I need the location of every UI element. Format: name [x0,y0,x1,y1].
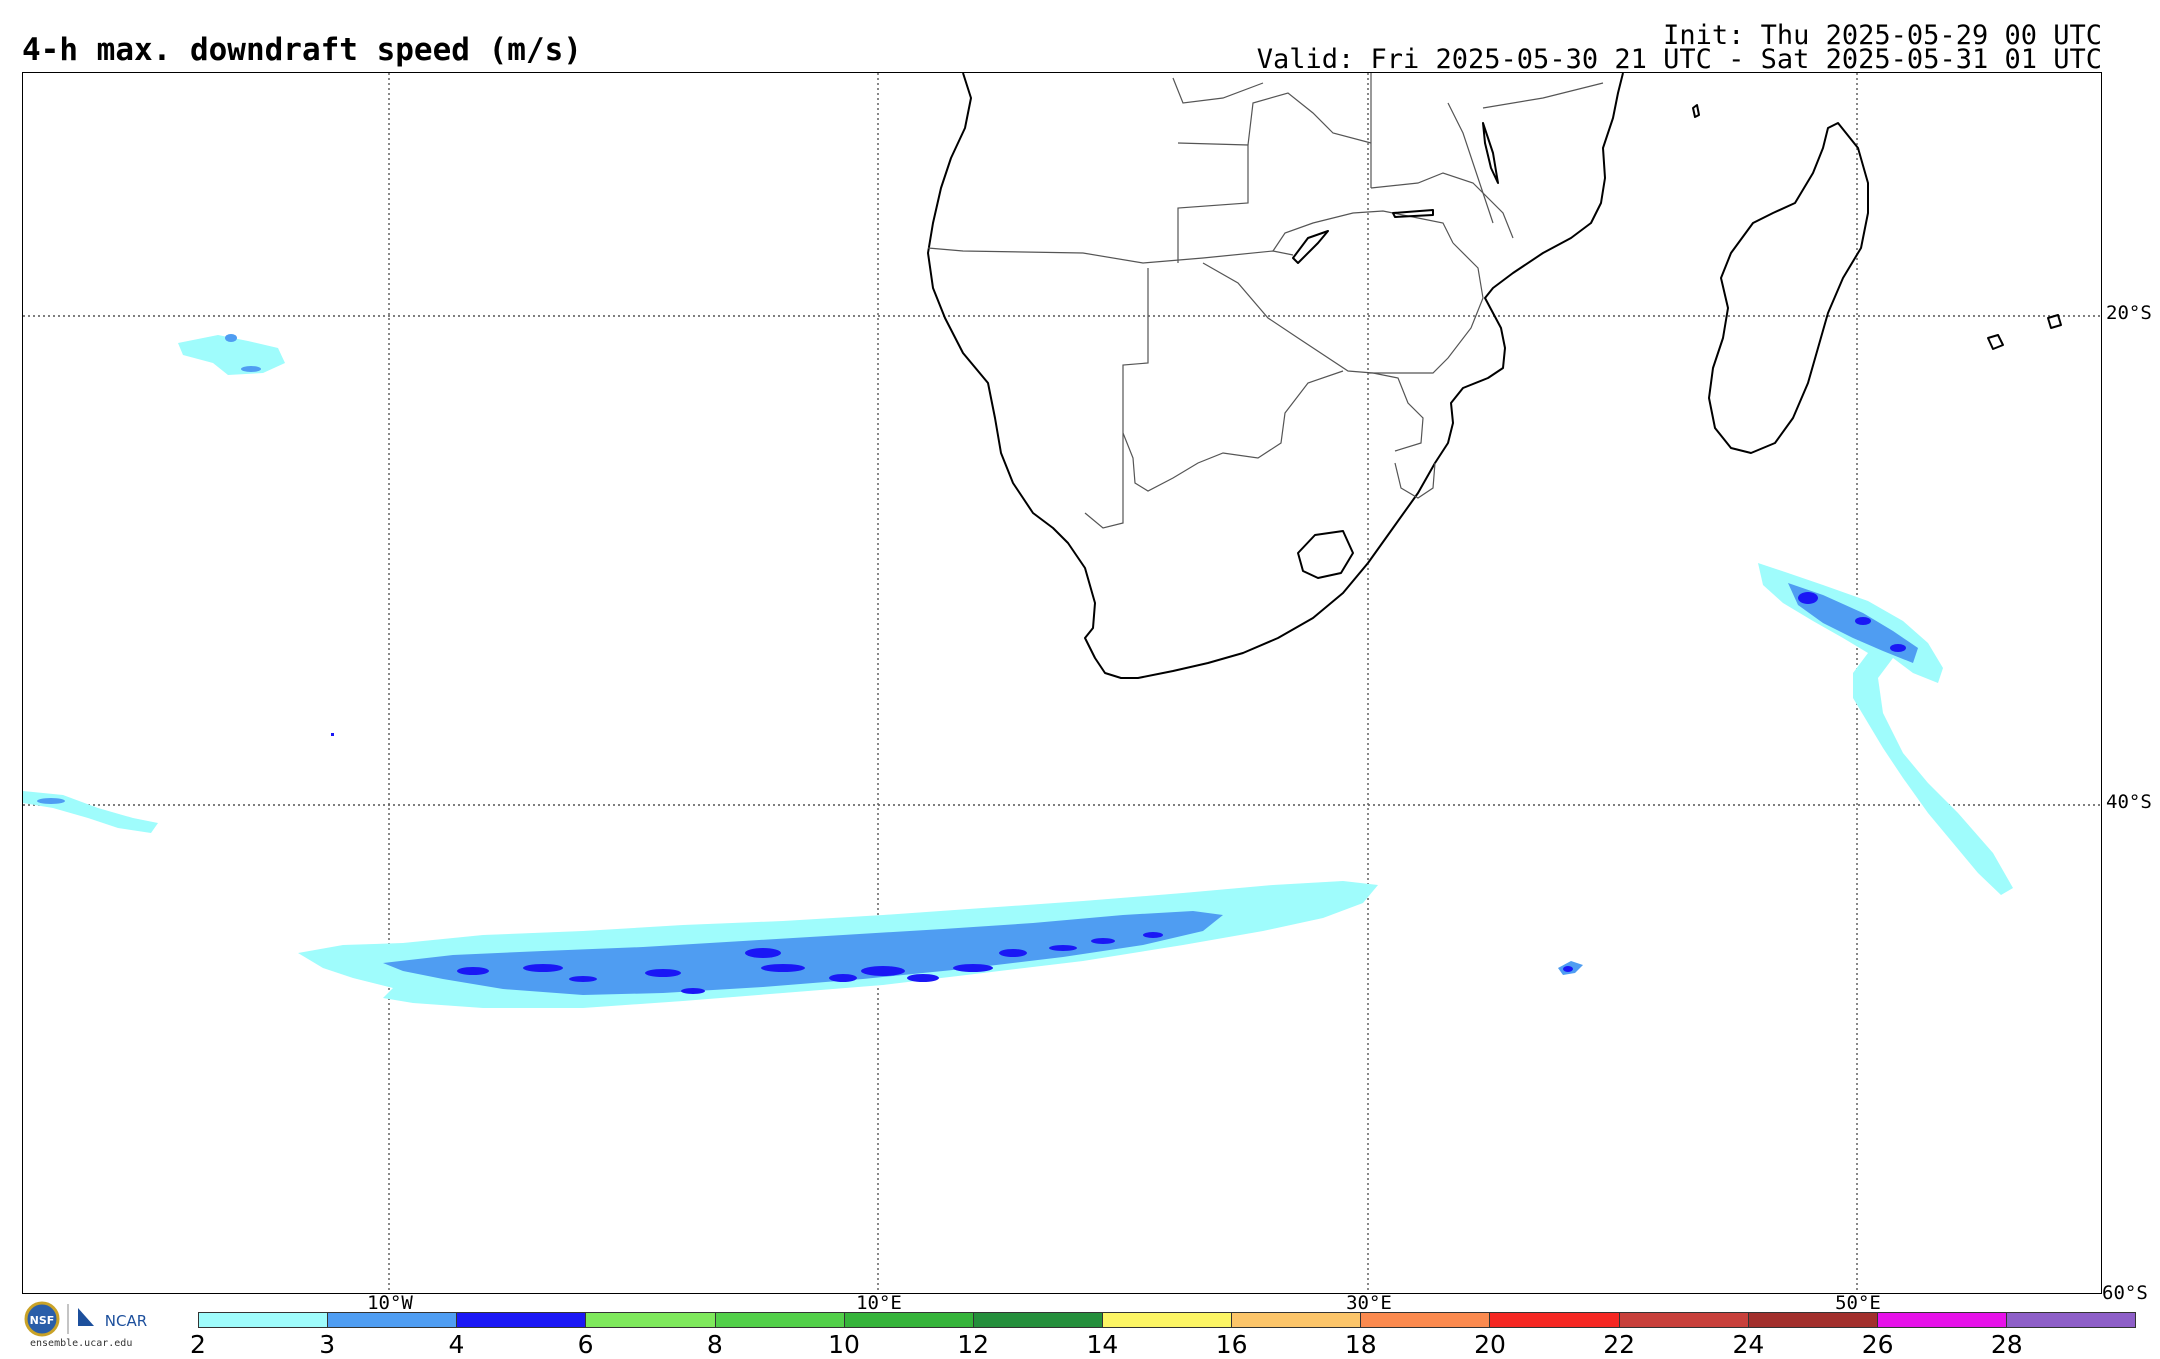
gridlines [23,73,2101,1293]
colorbar-segment [1232,1313,1362,1327]
madagascar-coastline [1708,122,1869,454]
colorbar-segment [1619,1313,1749,1327]
colorbar-tick-label: 28 [1990,1330,2023,1359]
band-4ms [457,932,1163,994]
west-patch-40s-blue [37,798,65,804]
lon-label-50e: 50°E [1835,1292,1881,1314]
colorbar-tick-label: 26 [1861,1330,1894,1359]
lesotho-outline [1297,530,1354,579]
east-patch-3ms [1788,583,1918,663]
lon-label-30e: 30°E [1346,1292,1392,1314]
colorbar-tick-label: 16 [1215,1330,1248,1359]
lake-kariba [1292,230,1329,264]
colorbar-tick-label: 3 [319,1330,336,1359]
west-patch-20s [178,335,285,375]
country-borders [927,73,1604,529]
west-patch-40s [23,791,158,833]
lake-malawi [1482,122,1499,184]
nsf-logo-text: NSF [30,1314,55,1327]
colorbar-segment [973,1313,1103,1327]
nsf-ncar-logo: NSF NCAR [24,1301,147,1337]
mid-patch-core [1563,966,1573,972]
lat-label-40s: 40°S [2106,791,2152,813]
valid-time: Valid: Fri 2025-05-30 21 UTC - Sat 2025-… [1256,44,2102,75]
colorbar-segment [844,1313,974,1327]
colorbar-segment [328,1313,458,1327]
colorbar [198,1312,2136,1328]
reunion-outline [2047,314,2062,329]
colorbar-tick-label: 18 [1344,1330,1377,1359]
colorbar-tick-label: 20 [1474,1330,1506,1359]
logo-block: NSF NCAR [22,1300,162,1350]
colorbar-tick-label: 6 [577,1330,594,1359]
lake-cahora-bassa [1392,209,1434,218]
map-canvas [23,73,2101,1293]
colorbar-tick-label: 10 [828,1330,860,1359]
mauritius-outline [1987,334,2004,350]
init-time: Init: Thu 2025-05-29 00 UTC [1663,20,2102,51]
isolated-point [331,733,334,736]
logo-url: ensemble.ucar.edu [30,1338,133,1349]
colorbar-segment [2006,1313,2136,1327]
colorbar-tick-label: 2 [190,1330,206,1359]
colorbar-segment [1361,1313,1491,1327]
colorbar-tick-label: 12 [957,1330,990,1359]
map-panel[interactable] [22,72,2102,1294]
colorbar-segment [1102,1313,1233,1327]
colorbar-segment [457,1313,587,1327]
map-title: 4-h max. downdraft speed (m/s) [22,32,582,68]
lat-label-20s: 20°S [2106,302,2152,324]
colorbar-segment [586,1313,716,1327]
lon-label-10e: 10°E [856,1292,902,1314]
ncar-logo-icon [78,1308,94,1326]
band-3ms [383,911,1223,995]
lat-label-60s: 60°S [2102,1282,2148,1304]
colorbar-tick-label: 8 [706,1330,723,1359]
comoros-outline [1692,104,1700,118]
east-patch-2ms [1758,563,2013,895]
africa-coastline [927,73,1624,679]
nsf-logo-icon [24,1301,60,1337]
east-patch-4ms [1798,592,1906,652]
colorbar-segment [715,1313,845,1327]
downdraft-shading [23,334,2013,1008]
ncar-logo-text: NCAR [105,1312,147,1330]
lon-label-10w: 10°W [367,1292,413,1314]
colorbar-tick-label: 4 [448,1330,465,1359]
colorbar-segment [199,1313,329,1327]
colorbar-tick-label: 24 [1732,1330,1765,1359]
colorbar-segment [1748,1313,1878,1327]
colorbar-segment [1490,1313,1620,1327]
colorbar-segment [1877,1313,2007,1327]
west-patch-20s-blue [225,334,261,372]
colorbar-tick-label: 14 [1086,1330,1119,1359]
colorbar-tick-label: 22 [1603,1330,1636,1359]
